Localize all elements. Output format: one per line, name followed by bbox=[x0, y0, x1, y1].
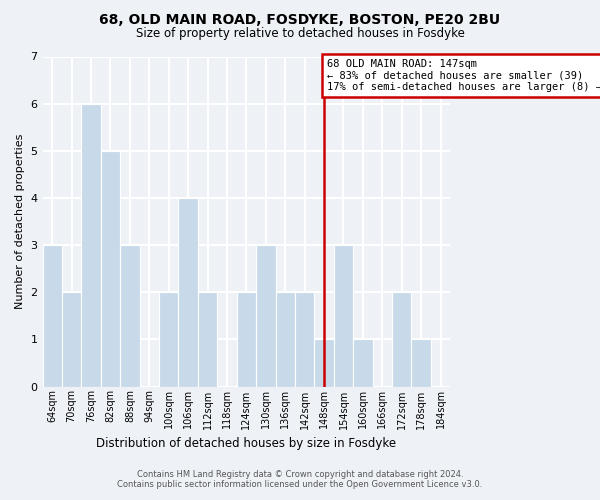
Bar bbox=[412, 340, 431, 386]
Bar bbox=[198, 292, 217, 386]
Y-axis label: Number of detached properties: Number of detached properties bbox=[15, 134, 25, 309]
Bar bbox=[120, 245, 140, 386]
Bar bbox=[43, 245, 62, 386]
Bar bbox=[295, 292, 314, 386]
Text: 68 OLD MAIN ROAD: 147sqm
← 83% of detached houses are smaller (39)
17% of semi-d: 68 OLD MAIN ROAD: 147sqm ← 83% of detach… bbox=[327, 59, 600, 92]
Bar bbox=[236, 292, 256, 386]
Bar bbox=[159, 292, 178, 386]
Bar bbox=[314, 340, 334, 386]
Text: Contains HM Land Registry data © Crown copyright and database right 2024.
Contai: Contains HM Land Registry data © Crown c… bbox=[118, 470, 482, 489]
Bar bbox=[334, 245, 353, 386]
Bar bbox=[353, 340, 373, 386]
Bar bbox=[101, 151, 120, 386]
Bar bbox=[178, 198, 198, 386]
Bar bbox=[256, 245, 275, 386]
Bar bbox=[82, 104, 101, 387]
Bar bbox=[275, 292, 295, 386]
X-axis label: Distribution of detached houses by size in Fosdyke: Distribution of detached houses by size … bbox=[97, 437, 397, 450]
Text: 68, OLD MAIN ROAD, FOSDYKE, BOSTON, PE20 2BU: 68, OLD MAIN ROAD, FOSDYKE, BOSTON, PE20… bbox=[100, 12, 500, 26]
Bar bbox=[62, 292, 82, 386]
Bar bbox=[392, 292, 412, 386]
Text: Size of property relative to detached houses in Fosdyke: Size of property relative to detached ho… bbox=[136, 28, 464, 40]
